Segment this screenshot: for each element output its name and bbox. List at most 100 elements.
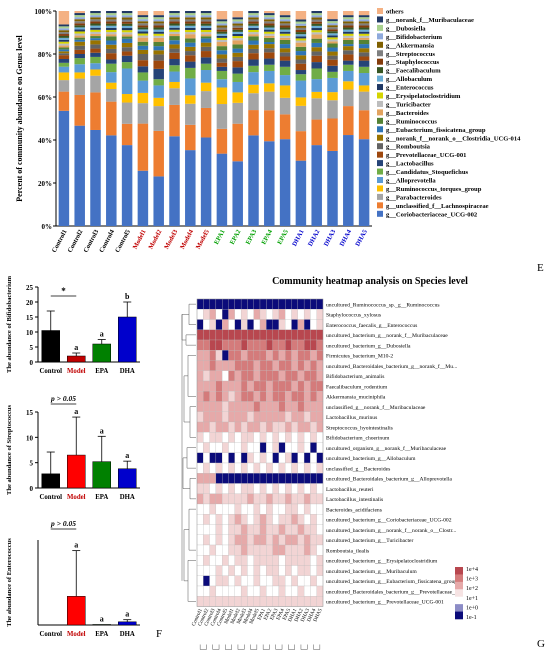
g-heatmap-cell	[259, 575, 267, 587]
e-bar-segment	[232, 56, 243, 62]
e-bar-segment	[358, 17, 370, 20]
g-heatmap-cell	[291, 575, 298, 587]
e-bar-segment	[106, 53, 117, 60]
e-bar-segment	[248, 93, 259, 111]
g-heatmap-cell	[272, 319, 280, 330]
g-column-dendrogram-branch	[262, 644, 270, 650]
e-bar-segment	[248, 13, 259, 16]
g-heatmap-cell	[253, 514, 261, 525]
g-heatmap-cell	[209, 555, 217, 566]
g-heatmap-cell	[222, 544, 229, 556]
e-bar-segment	[169, 59, 180, 66]
g-heatmap-cell	[209, 442, 217, 453]
e-bar-segment	[327, 29, 338, 32]
f3-y-axis-label: The abundance of Enterococcus	[6, 538, 13, 627]
g-heatmap-cell	[215, 483, 223, 494]
g-heatmap-cell	[203, 380, 210, 392]
g-heatmap-cell	[196, 555, 204, 566]
g-dendrogram-branch	[189, 406, 196, 438]
g-heatmap-cell	[278, 483, 286, 494]
g-heatmap-cell	[234, 298, 242, 310]
e-bar-segment	[153, 42, 164, 47]
f1-y-axis-label: The abundance of Bifidobacterium	[6, 275, 13, 373]
g-heatmap-cell	[196, 596, 204, 607]
g-heatmap-cell	[228, 391, 235, 402]
e-bar-segment	[106, 11, 117, 14]
g-heatmap-cell	[240, 503, 248, 515]
g-heatmap-cell	[310, 596, 317, 607]
g-heatmap-cell	[240, 339, 248, 351]
g-heatmap-cell	[222, 411, 229, 423]
g-heatmap-cell	[266, 483, 273, 494]
g-heatmap-cell	[266, 421, 273, 433]
g-heatmap-cell	[234, 360, 242, 371]
g-heatmap-cell	[297, 432, 305, 443]
e-bar-segment	[311, 13, 322, 16]
g-heatmap-cell	[278, 432, 286, 443]
g-heatmap-cell	[259, 544, 267, 556]
g-heatmap-cell	[272, 432, 280, 443]
g-heatmap-cell	[240, 534, 248, 546]
e-legend-swatch	[377, 92, 383, 99]
g-heatmap-cell	[285, 401, 292, 412]
g-heatmap-cell	[240, 483, 248, 494]
g-heatmap-cell	[247, 503, 254, 515]
g-heatmap-cell	[297, 329, 305, 341]
e-legend-swatch	[377, 84, 383, 91]
g-heatmap-cell	[291, 380, 298, 392]
g-color-scale-segment	[455, 581, 463, 590]
g-heatmap-cell	[203, 534, 210, 546]
g-heatmap-cell	[285, 555, 292, 566]
g-heatmap-cell	[222, 514, 229, 525]
e-bar-segment	[279, 60, 291, 67]
e-bar-segment	[327, 23, 338, 26]
g-heatmap-cell	[247, 339, 254, 351]
e-y-tick-label: 100%	[35, 8, 53, 16]
g-heatmap-cell	[196, 391, 204, 402]
g-heatmap-cell	[278, 350, 286, 361]
g-heatmap-cell	[203, 350, 210, 361]
e-legend-swatch	[377, 58, 383, 65]
g-heatmap-cell	[316, 524, 324, 535]
e-bar-segment	[216, 54, 228, 59]
g-heatmap-cell	[310, 534, 317, 546]
e-bar-segment	[185, 25, 196, 28]
f3-significance-letter: a	[74, 541, 78, 550]
g-heatmap-cell	[285, 534, 292, 546]
g-heatmap-cell	[297, 421, 305, 433]
g-heatmap-cell	[222, 309, 229, 320]
panel-f-enterococcus-chart: The abundance of Enterococcus Control a Mod…	[6, 519, 140, 638]
g-heatmap-cell	[209, 360, 217, 371]
e-bar-segment	[343, 15, 354, 18]
e-bar-segment	[264, 19, 275, 22]
e-bar-segment	[327, 11, 338, 20]
e-bar-segment	[264, 70, 275, 84]
g-heatmap-cell	[253, 411, 261, 423]
e-bar-segment	[121, 94, 133, 103]
g-heatmap-cell	[310, 483, 317, 494]
g-heatmap-cell	[234, 575, 242, 587]
e-bar-segment	[216, 27, 228, 30]
e-bar-segment	[58, 51, 70, 54]
g-heatmap-cell	[196, 514, 204, 525]
g-heatmap-cell	[278, 309, 286, 320]
e-bar-segment	[343, 64, 354, 71]
e-legend-swatch	[377, 75, 383, 82]
g-heatmap-cell	[234, 329, 242, 341]
e-bar-segment	[279, 39, 291, 45]
e-bar-segment	[311, 42, 322, 48]
g-heatmap-cell	[266, 555, 273, 566]
g-heatmap-cell	[196, 462, 204, 474]
e-bar-segment	[232, 17, 243, 20]
g-heatmap-cell	[209, 309, 217, 320]
g-heatmap-cell	[316, 473, 324, 484]
e-bar-segment	[90, 63, 101, 70]
e-bar-segment	[58, 32, 70, 35]
e-bar-segment	[137, 25, 149, 28]
e-bar-segment	[90, 38, 101, 41]
g-heatmap-cell	[215, 585, 223, 597]
e-bar-segment	[153, 29, 164, 32]
g-heatmap-cell	[259, 298, 267, 310]
e-legend-swatch	[377, 16, 383, 23]
e-bar-segment	[327, 55, 338, 60]
